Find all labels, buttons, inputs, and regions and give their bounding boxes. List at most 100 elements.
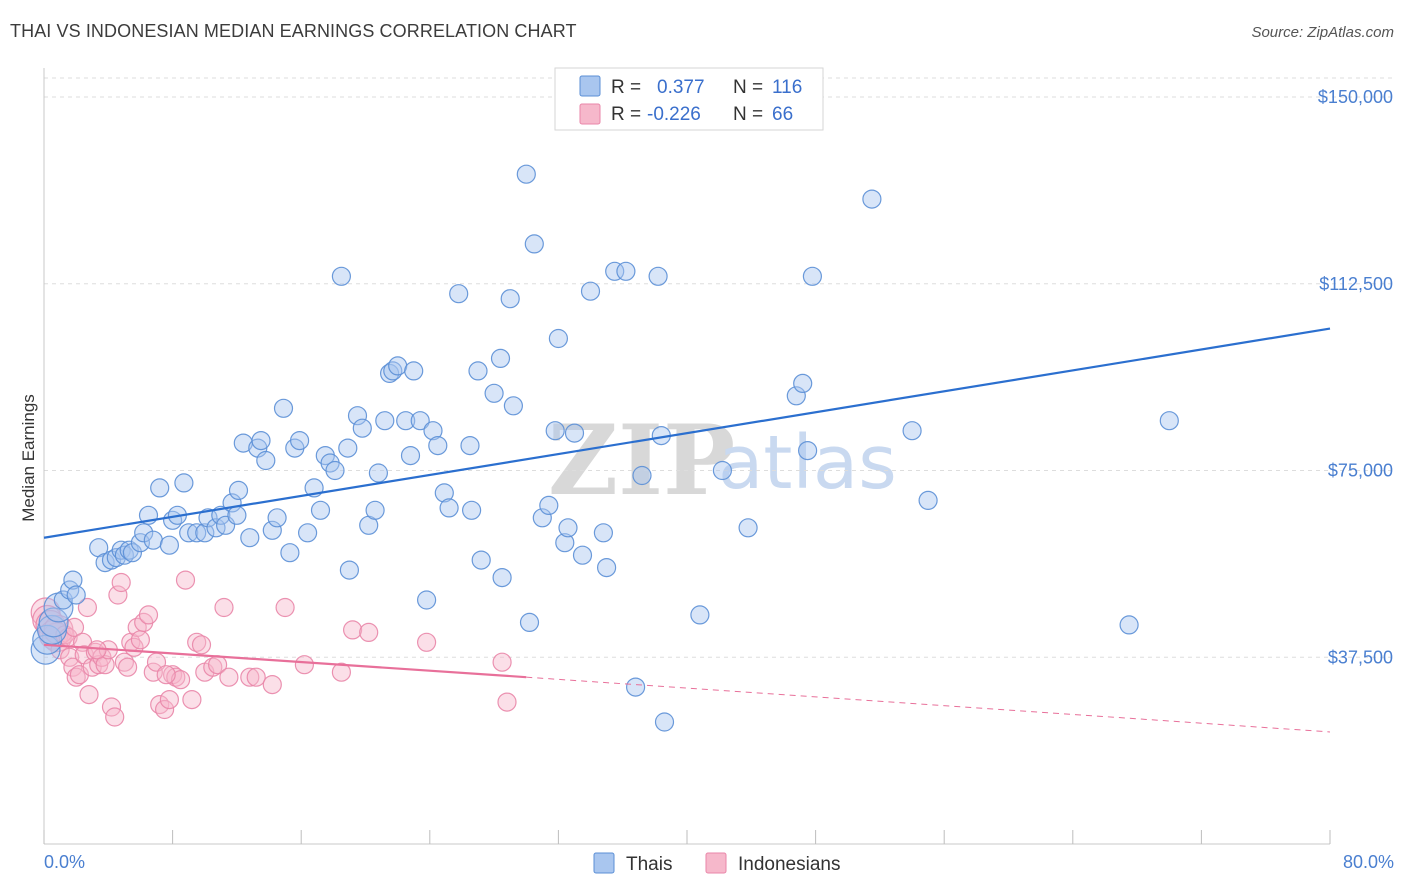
- point-indonesians-7: [55, 625, 75, 645]
- point-thais-0: [30, 634, 61, 665]
- point-thais-37: [240, 528, 260, 548]
- point-thais-8: [66, 585, 86, 605]
- point-thais-56: [347, 406, 368, 426]
- point-indonesians-62: [492, 652, 512, 672]
- point-thais-115: [1119, 615, 1139, 635]
- point-thais-42: [267, 508, 287, 528]
- point-thais-15: [119, 540, 139, 560]
- point-indonesians-47: [191, 635, 212, 655]
- point-thais-62: [380, 363, 400, 383]
- watermark-zip: ZIP: [548, 404, 735, 517]
- legend: R = 0.377 N = 116 R = -0.226 N = 66: [554, 67, 824, 131]
- point-thais-87: [532, 508, 552, 528]
- point-thais-68: [410, 411, 430, 431]
- point-thais-54: [338, 438, 358, 458]
- point-indonesians-25: [105, 707, 125, 727]
- point-indonesians-54: [246, 667, 266, 687]
- point-indonesians-27: [111, 572, 131, 593]
- point-thais-86: [524, 234, 544, 254]
- point-thais-102: [648, 266, 668, 286]
- legend-r-label-indonesians: R =: [611, 104, 641, 125]
- bottom-legend-swatch-thais: [593, 852, 615, 874]
- point-indonesians-33: [130, 630, 150, 650]
- point-indonesians-58: [331, 662, 351, 682]
- point-thais-82: [500, 289, 520, 309]
- point-thais-25: [174, 473, 194, 493]
- x-tick-label-max: 80.0%: [1343, 852, 1394, 872]
- watermark-atlas: atlas: [718, 420, 897, 506]
- point-thais-41: [262, 520, 282, 540]
- point-thais-101: [632, 465, 652, 486]
- axes: [43, 68, 1331, 845]
- legend-n-value-indonesians: 66: [772, 104, 793, 125]
- trend-line-thais: [43, 327, 1331, 539]
- point-thais-21: [150, 478, 170, 498]
- point-indonesians-12: [66, 667, 86, 687]
- point-indonesians-39: [155, 699, 175, 720]
- legend-n-value-thais: 116: [772, 77, 802, 98]
- point-thais-69: [417, 590, 437, 610]
- point-thais-35: [228, 480, 249, 500]
- point-thais-106: [712, 460, 733, 481]
- point-thais-89: [545, 421, 565, 441]
- point-thais-93: [564, 423, 585, 443]
- point-indonesians-35: [138, 605, 159, 625]
- point-thais-40: [256, 450, 276, 471]
- point-thais-99: [616, 261, 636, 281]
- point-thais-75: [460, 436, 480, 456]
- point-thais-76: [462, 500, 482, 520]
- legend-r-label-thais: R =: [611, 77, 641, 98]
- point-thais-74: [449, 284, 469, 304]
- bottom-legend-label-indonesians: Indonesians: [738, 854, 840, 875]
- point-thais-104: [654, 712, 675, 732]
- point-thais-60: [368, 463, 388, 483]
- legend-n-label-indonesians: N =: [733, 104, 763, 125]
- point-thais-83: [503, 396, 524, 416]
- point-thais-53: [331, 266, 351, 286]
- point-thais-111: [802, 266, 823, 286]
- point-indonesians-61: [417, 632, 437, 652]
- point-thais-65: [396, 411, 416, 431]
- x-tick-label-min: 0.0%: [44, 852, 85, 872]
- trend-line-indonesians-extended: [526, 676, 1331, 733]
- point-thais-47: [298, 523, 318, 543]
- point-thais-109: [793, 373, 813, 393]
- point-thais-78: [471, 550, 491, 570]
- point-thais-57: [352, 418, 372, 438]
- point-indonesians-53: [240, 667, 260, 687]
- legend-r-value-indonesians: -0.226: [647, 104, 701, 125]
- point-indonesians-17: [79, 684, 99, 705]
- point-thais-71: [428, 436, 448, 456]
- point-thais-52: [325, 460, 345, 481]
- point-thais-22: [159, 535, 179, 555]
- point-indonesians-51: [214, 597, 234, 618]
- point-indonesians-29: [117, 657, 138, 677]
- point-thais-70: [423, 421, 443, 441]
- point-thais-105: [690, 605, 710, 625]
- legend-swatch-thais: [579, 75, 601, 97]
- point-thais-94: [572, 545, 593, 565]
- point-thais-73: [439, 498, 459, 518]
- point-thais-110: [797, 441, 818, 461]
- y-tick-label-0: $37,500: [1328, 647, 1393, 667]
- point-thais-27: [187, 523, 207, 543]
- point-thais-97: [596, 557, 617, 578]
- point-thais-55: [339, 560, 359, 580]
- legend-n-label-thais: N =: [733, 77, 763, 98]
- legend-swatch-indonesians: [579, 103, 601, 125]
- point-thais-59: [365, 500, 385, 520]
- point-thais-46: [290, 431, 310, 451]
- point-thais-1: [32, 624, 63, 655]
- point-thais-88: [539, 495, 559, 515]
- bottom-legend-swatch-indonesians: [705, 852, 727, 874]
- y-tick-label-3: $150,000: [1318, 87, 1393, 107]
- point-thais-90: [548, 328, 569, 349]
- point-thais-85: [519, 612, 540, 633]
- y-tick-label-1: $75,000: [1328, 461, 1393, 481]
- point-indonesians-26: [108, 585, 128, 605]
- point-indonesians-32: [127, 617, 147, 638]
- point-thais-114: [918, 490, 938, 510]
- point-indonesians-59: [343, 620, 363, 640]
- point-indonesians-44: [175, 570, 196, 590]
